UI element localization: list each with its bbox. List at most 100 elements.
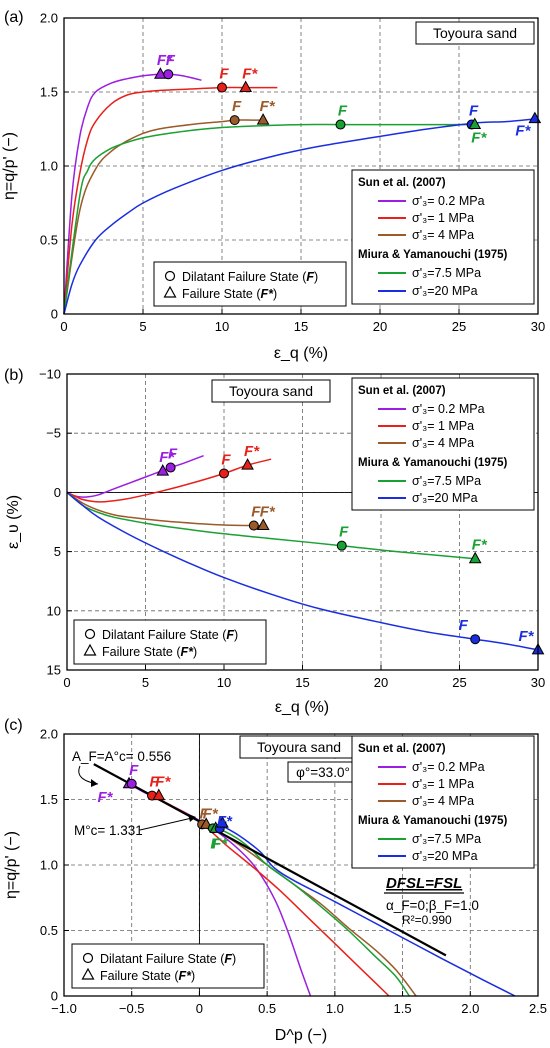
marker-label: F (166, 52, 176, 69)
dilatant-failure-marker (470, 634, 481, 645)
marker-label: F* (155, 774, 171, 791)
panel-c-legend: Sun et al. (2007) σ'₃= 0.2 MPa σ'₃= 1 MP… (351, 735, 535, 869)
marker-label: F* (203, 805, 219, 822)
legend-group-miura: Miura & Yamanouchi (1975) (358, 457, 508, 469)
panel-c-plot-area: F*FFF*FF*FF*FF* (93, 762, 516, 997)
dilatant-failure-marker (217, 82, 227, 93)
panel-b-ylabel: ε_υ (%) (5, 495, 22, 549)
panel-b-tag: Toyoura sand (229, 383, 313, 399)
legend-entry-1mpa: σ'₃= 1 MPa (412, 211, 474, 225)
y-tick-label: 2.0 (40, 11, 58, 26)
af-annotation: A_F=A°c= 0.556 (72, 749, 171, 764)
series-line (63, 117, 539, 315)
marker-label: F (251, 504, 261, 521)
dilatant-failure-marker (219, 468, 229, 479)
y-tick-label: 2.0 (40, 727, 58, 742)
y-tick-label: 0 (51, 307, 58, 322)
y-tick-label: 10 (47, 603, 61, 618)
marker-label: F* (98, 789, 114, 806)
marker-label: F* (260, 504, 276, 521)
panel-b: (b) F*F F F*F F*FF*FF* 0 5 10 15 20 25 30−10−5051… (4, 367, 545, 717)
af-arrowhead (91, 779, 98, 787)
marker-label: F* (157, 52, 173, 69)
af-arrow (78, 765, 99, 785)
y-tick-label: 0.5 (40, 923, 58, 938)
marker-label: F* (242, 66, 258, 83)
failure-state-marker (241, 458, 254, 470)
marker-label: F* (217, 813, 233, 830)
x-tick-label: 20 (374, 675, 388, 690)
failure-state-marker (239, 80, 253, 93)
x-tick-label: 2.5 (529, 1001, 547, 1016)
panel-a-tag: Toyoura sand (433, 25, 517, 41)
failure-state-marker (256, 518, 270, 531)
legend-entry-4mpa: σ'₃= 4 MPa (412, 436, 474, 450)
failure-state-marker (468, 117, 482, 130)
x-tick-label: 2.0 (461, 1001, 479, 1016)
x-tick-label: 15 (294, 319, 308, 334)
triangle-marker-icon (163, 285, 177, 298)
x-tick-label: −0.5 (119, 1001, 145, 1016)
marker-label: F* (515, 123, 531, 140)
y-tick-label: −5 (46, 426, 61, 441)
dilatant-legend-text: Dilatant Failure State (F) (102, 628, 238, 642)
panel-a-ylabel: η=q/p' (−) (1, 132, 18, 200)
panel-a-marker-legend: Dilatant Failure State (F) Failure State… (153, 261, 347, 307)
panel-b-xlabel: ε_q (%) (275, 699, 329, 716)
legend-entry-7.5mpa: σ'₃=7.5 MPa (412, 832, 481, 846)
dilatant-failure-marker (229, 115, 240, 126)
y-tick-label: 1.5 (40, 792, 58, 807)
panel-c-ticks: −1.0 −0.5 0 0.5 1.0 1.5 2.0 2.5 0 0.5 1.0 1.5 2.0 (40, 727, 547, 1017)
legend-entry-7.5mpa: σ'₃=7.5 MPa (412, 266, 481, 280)
marker-label: F* (260, 98, 276, 115)
legend-entry-4mpa: σ'₃= 4 MPa (412, 228, 474, 242)
dilatant-failure-marker (335, 119, 346, 130)
panel-a-xlabel: ε_q (%) (274, 345, 328, 362)
legend-group-sun: Sun et al. (2007) (358, 177, 446, 189)
dilatant-failure-marker (163, 69, 174, 80)
failure-state-marker (154, 67, 167, 79)
y-tick-label: 1.0 (40, 858, 58, 873)
legend-entry-0.2mpa: σ'₃= 0.2 MPa (412, 760, 485, 774)
marker-label: F* (472, 537, 488, 554)
legend-entry-7.5mpa: σ'₃=7.5 MPa (412, 474, 481, 488)
legend-entry-20mpa: σ'₃=20 MPa (412, 284, 478, 298)
marker-label: F (338, 103, 348, 120)
legend-entry-0.2mpa: σ'₃= 0.2 MPa (412, 402, 485, 416)
circle-marker-icon (84, 628, 96, 640)
failure-state-marker (528, 111, 542, 124)
panel-a-legend: Sun et al. (2007) σ'₃= 0.2 MPa σ'₃= 1 MP… (351, 169, 535, 305)
x-tick-label: 10 (217, 675, 231, 690)
dilatant-failure-marker (165, 462, 176, 473)
panel-a-legend-box (351, 169, 535, 305)
panel-a-plot-area: F*FF F*F F* F FF* F* (63, 52, 542, 315)
panel-c-tag: Toyoura sand (257, 739, 341, 755)
failure-state-marker (468, 551, 482, 564)
x-tick-label: 5 (139, 319, 146, 334)
marker-label: F (459, 617, 469, 634)
x-tick-label: 20 (373, 319, 387, 334)
x-tick-label: 25 (452, 319, 466, 334)
marker-label: F* (159, 449, 175, 466)
series-line (66, 491, 264, 527)
mc-arrowhead (188, 814, 196, 822)
series-line (66, 491, 476, 560)
panel-a-ticks: 0 5 10 15 20 25 30 0 0.5 1.0 1.5 2.0 (40, 11, 545, 335)
x-tick-label: 25 (452, 675, 466, 690)
panel-b-plot-area: F*F F F*F F*FF*FF* (66, 443, 545, 655)
y-tick-label: 1.5 (40, 85, 58, 100)
failure-legend-text: Failure State (F*) (102, 645, 197, 659)
mc-arrow (139, 817, 193, 831)
panel-c: (c) F*FFF*FF*FF*FF* −1.0 −0.5 0 0.5 1.0 1.5 2.… (3, 717, 547, 1044)
alpha-beta-label: α_F=0;β_F=1.0 (386, 898, 479, 913)
marker-label: F (168, 446, 178, 463)
panel-b-marker-legend-box (73, 619, 267, 665)
panel-c-ylabel: η=q/p' (−) (3, 831, 20, 899)
legend-group-sun: Sun et al. (2007) (358, 743, 446, 755)
x-tick-label: 10 (215, 319, 229, 334)
marker-label: F (219, 66, 229, 83)
x-tick-label: 1.0 (326, 1001, 344, 1016)
triangle-marker-icon (81, 967, 95, 980)
x-tick-label: 15 (295, 675, 309, 690)
